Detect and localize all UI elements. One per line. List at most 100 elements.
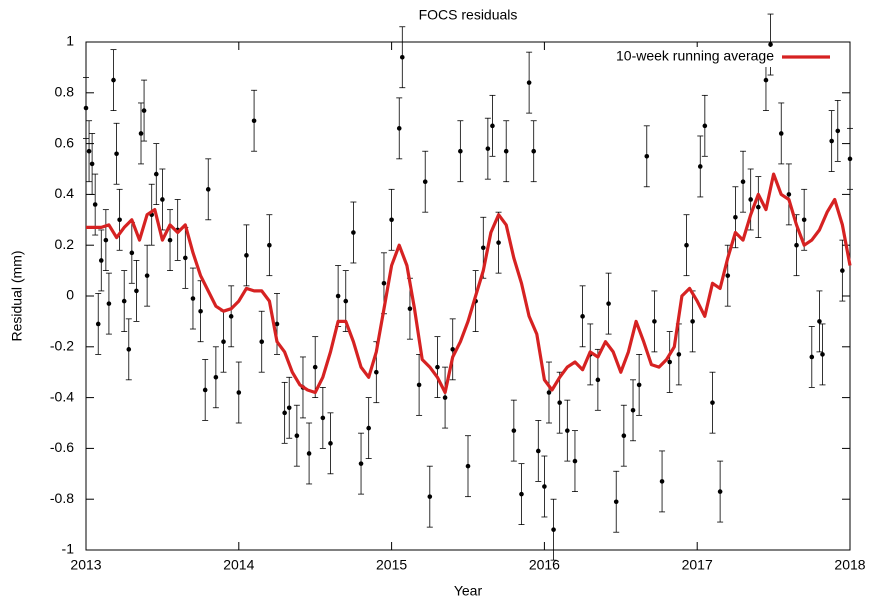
data-point	[768, 42, 773, 47]
data-point	[422, 179, 428, 184]
data-point	[809, 354, 815, 360]
data-point	[190, 296, 196, 301]
data-point	[183, 255, 188, 261]
data-point	[580, 314, 585, 319]
data-point	[251, 118, 257, 124]
data-point	[389, 217, 394, 223]
data-point	[236, 390, 242, 395]
y-tick-label: -0.2	[50, 338, 74, 354]
data-point	[652, 319, 657, 324]
x-tick-label: 2014	[223, 557, 254, 573]
data-point	[153, 171, 159, 177]
data-point	[829, 138, 834, 144]
data-point	[480, 245, 486, 251]
data-point	[134, 288, 139, 294]
data-point	[160, 197, 165, 202]
data-point	[503, 148, 509, 154]
data-point	[840, 268, 845, 273]
data-point	[450, 347, 456, 352]
y-axis-label: Residual (mm)	[9, 250, 25, 341]
data-point	[244, 253, 249, 258]
data-point	[847, 156, 853, 162]
data-point	[535, 448, 541, 454]
y-tick-label: -0.8	[50, 490, 74, 506]
data-point	[778, 131, 784, 136]
data-point	[595, 377, 601, 383]
y-tick-label: 0.8	[55, 84, 75, 100]
data-point	[557, 400, 562, 405]
data-point	[702, 123, 708, 129]
data-point	[381, 281, 387, 286]
data-point	[95, 321, 101, 327]
data-point	[572, 458, 578, 464]
data-point	[282, 410, 287, 416]
data-point	[274, 321, 280, 327]
data-point	[756, 204, 761, 210]
data-point	[114, 151, 119, 157]
x-axis-label: Year	[454, 583, 483, 599]
data-point	[630, 408, 636, 413]
data-point	[312, 364, 318, 370]
data-point	[328, 441, 333, 446]
y-tick-label: 0.6	[55, 134, 75, 150]
data-point	[710, 400, 715, 405]
data-point	[205, 187, 211, 192]
data-point	[83, 105, 89, 111]
data-point	[763, 77, 769, 83]
data-point	[138, 131, 144, 136]
data-point	[496, 240, 501, 245]
y-tick-label: -0.4	[50, 388, 74, 404]
y-tick-label: 0.2	[55, 236, 75, 252]
data-point	[111, 77, 116, 83]
data-point	[98, 258, 104, 263]
data-point	[690, 319, 695, 324]
data-point	[320, 415, 326, 421]
data-point	[531, 148, 537, 154]
data-point	[725, 273, 731, 278]
data-point	[374, 369, 379, 375]
data-point	[416, 382, 422, 388]
x-tick-label: 2018	[834, 557, 865, 573]
data-point	[659, 479, 665, 484]
data-point	[794, 242, 799, 248]
data-point	[526, 80, 532, 85]
data-point	[511, 428, 517, 433]
data-point	[103, 237, 109, 243]
data-point	[644, 154, 650, 159]
data-point	[126, 347, 132, 352]
data-point	[396, 126, 402, 131]
data-point	[442, 395, 448, 400]
data-point	[465, 463, 471, 469]
data-point	[89, 161, 95, 167]
y-tick-label: 0.4	[55, 185, 75, 201]
y-tick-label: 1	[66, 33, 74, 49]
data-point	[435, 364, 440, 370]
data-point	[733, 214, 738, 220]
data-point	[636, 382, 642, 388]
y-tick-label: 0	[66, 287, 74, 303]
data-point	[801, 217, 807, 223]
data-point	[667, 359, 672, 365]
data-point	[144, 273, 150, 278]
data-point	[228, 314, 234, 319]
data-point	[407, 306, 413, 312]
data-point	[202, 387, 208, 393]
data-point	[213, 374, 219, 380]
data-point	[343, 298, 349, 304]
data-point	[606, 301, 611, 306]
data-point	[817, 319, 822, 324]
data-point	[676, 352, 682, 357]
data-point	[786, 192, 792, 197]
data-point	[485, 146, 491, 151]
data-point	[565, 428, 570, 433]
running-average-line	[86, 172, 852, 395]
data-point	[294, 433, 300, 439]
data-point	[366, 425, 371, 431]
data-point	[399, 54, 405, 60]
data-point	[820, 352, 825, 357]
data-point	[267, 242, 272, 248]
x-tick-label: 2015	[376, 557, 407, 573]
data-point	[335, 293, 341, 299]
chart-title: FOCS residuals	[419, 7, 518, 23]
